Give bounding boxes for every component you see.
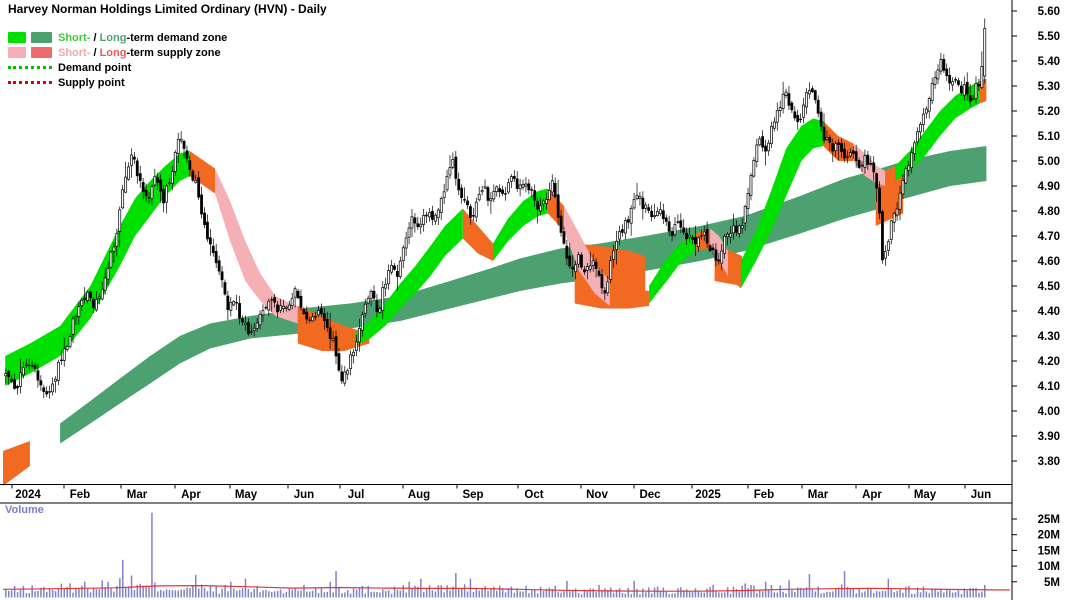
volume-panel-label: Volume [5,504,44,516]
short-ribbon-green-segment [493,188,548,261]
chart-legend: Short- / Long-term demand zone Short- / … [8,30,227,90]
short-term-zone-ribbon [5,78,987,386]
volume-tick-label: 15M [1038,545,1060,557]
short-ribbon-orange-segment [189,151,215,194]
price-tick-label: 5.50 [1038,31,1060,43]
month-label: Aug [408,489,430,501]
short-ribbon-green-segment [649,233,695,304]
volume-tick-label: 25M [1038,514,1060,526]
volume-tick-label: 10M [1038,561,1060,573]
price-tick-label: 5.20 [1038,106,1060,118]
legend-supply-point-label: Supply point [58,76,125,89]
volume-axis: 25M 20M 15M 10M 5M [1012,514,1060,589]
month-label: Mar [808,489,829,501]
volume-ma-line [2,584,1010,592]
short-ribbon-green-segment [5,151,190,386]
month-label: Feb [70,489,90,501]
price-tick-label: 5.00 [1038,156,1060,168]
price-tick-label: 4.10 [1038,381,1060,393]
legend-row-supply-zone: Short- / Long-term supply zone [8,45,227,60]
month-label: 2024 [15,489,41,501]
legend-row-demand-point: Demand point [8,60,227,75]
month-label: Feb [754,489,774,501]
month-label: Nov [586,489,608,501]
volume-tick-label: 5M [1044,577,1060,589]
volume-tick-label: 20M [1038,530,1060,542]
long-ribbon-orange-head [3,441,30,486]
time-axis: 2024 Feb Mar Apr May Jun Jul Aug Sep Oct Nov Dec 202… [11,484,991,501]
legend-row-supply-point: Supply point [8,75,227,90]
price-axis: 5.60 5.50 5.40 5.30 5.20 5.10 5.00 4.90 4.80 4.70… [1012,6,1060,468]
legend-demand-long-text: Long [99,31,127,44]
price-tick-label: 4.40 [1038,306,1060,318]
chart-title: Harvey Norman Holdings Limited Ordinary … [8,2,327,16]
short-supply-swatch [8,47,26,58]
legend-supply-zone-label: Short- / Long-term supply zone [58,47,221,59]
candlestick-series [4,18,987,399]
legend-demand-suffix-text: -term demand zone [126,31,228,44]
price-tick-label: 4.70 [1038,231,1060,243]
short-ribbon-green-segment [895,81,980,181]
long-demand-swatch [31,32,52,43]
short-ribbon-pink-segment [564,206,610,306]
legend-supply-long-text: Long [99,46,127,59]
price-tick-label: 4.30 [1038,331,1060,343]
month-label: Sep [462,489,483,501]
legend-demand-zone-label: Short- / Long-term demand zone [58,32,227,44]
price-tick-label: 4.90 [1038,181,1060,193]
month-label: May [914,489,937,501]
short-ribbon-green-segment [354,208,463,346]
price-tick-label: 4.60 [1038,256,1060,268]
month-label: Apr [181,489,201,501]
short-ribbon-orange-segment [728,251,741,289]
month-label: Mar [127,489,148,501]
month-label: Jun [971,489,991,501]
price-tick-label: 4.80 [1038,206,1060,218]
price-tick-label: 5.30 [1038,81,1060,93]
price-tick-label: 4.50 [1038,281,1060,293]
short-ribbon-green-segment [740,118,824,289]
month-label: Jul [348,489,365,501]
short-ribbon-orange-segment [885,166,896,186]
price-tick-label: 5.60 [1038,6,1060,18]
legend-supply-short-text: Short- [58,46,91,59]
short-demand-swatch [8,32,26,43]
month-label: Jun [294,489,314,501]
short-ribbon-orange-segment [609,281,650,309]
legend-demand-point-label: Demand point [58,61,132,74]
price-tick-label: 4.00 [1038,406,1060,418]
long-ribbon-band [60,146,987,444]
short-ribbon-orange-segment [462,208,493,261]
month-label: Dec [639,489,661,501]
legend-supply-suffix-text: -term supply zone [126,46,221,59]
axes [0,0,1013,600]
price-tick-label: 4.20 [1038,356,1060,368]
month-label: Oct [524,489,543,501]
volume-moving-average [2,584,1010,592]
legend-row-demand-zone: Short- / Long-term demand zone [8,30,227,45]
month-label: May [235,489,258,501]
long-supply-swatch [31,47,52,58]
short-ribbon-orange-segment [823,121,854,161]
supply-point-dotted-line-icon [8,81,52,84]
short-ribbon-pink-segment [710,228,728,276]
demand-point-dotted-line-icon [8,66,52,69]
month-label: Apr [862,489,882,501]
price-tick-label: 3.80 [1038,456,1060,468]
price-tick-label: 3.90 [1038,431,1060,443]
month-label: 2025 [695,489,721,501]
volume-bars [5,512,986,598]
long-term-zone-ribbon [3,146,987,486]
legend-demand-sep-text: / [90,31,100,44]
price-tick-label: 5.10 [1038,131,1060,143]
legend-demand-short-text: Short- [58,31,91,44]
price-tick-label: 5.40 [1038,56,1060,68]
legend-supply-sep-text: / [90,46,100,59]
